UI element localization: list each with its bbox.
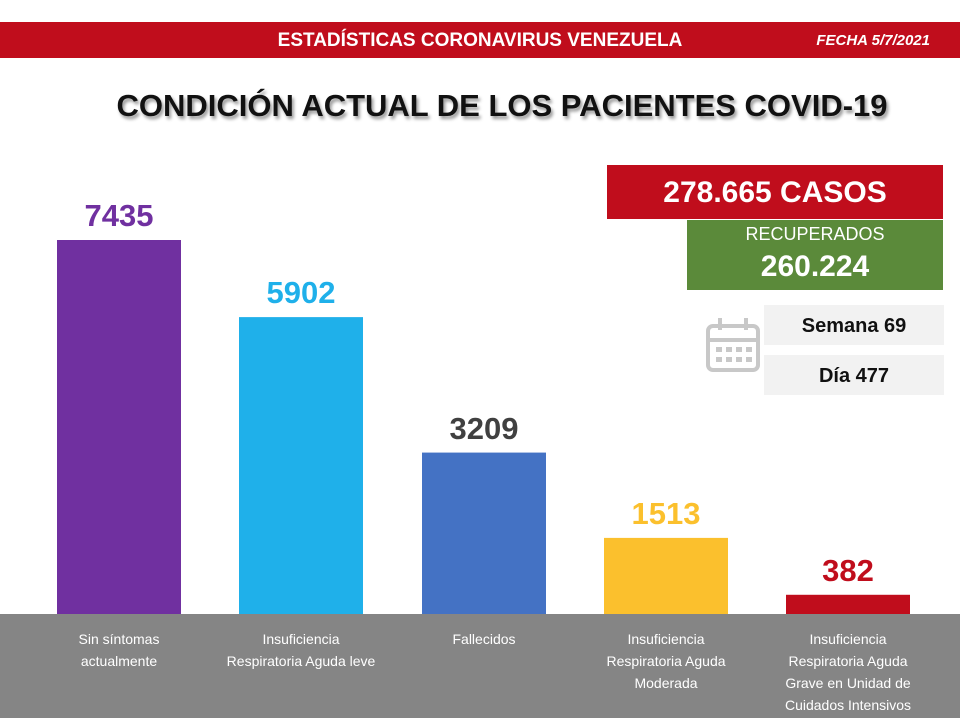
recovered-box <box>687 220 943 290</box>
cases-box: 278.665 CASOS <box>607 165 943 219</box>
x-tick-label: Sin síntomas actualmente <box>78 631 160 669</box>
value-label: 1513 <box>631 495 701 531</box>
x-tick-label: Fallecidos <box>452 631 516 647</box>
header-bar <box>0 22 960 58</box>
chart-title: CONDICIÓN ACTUAL DE LOS PACIENTES COVID-… <box>116 88 888 123</box>
bar <box>239 317 363 614</box>
header-date: FECHA 5/7/2021 <box>816 32 930 49</box>
value-label: 5902 <box>266 275 336 311</box>
x-tick-label: Insuficiencia Respiratoria Aguda Moderad… <box>606 631 726 691</box>
bar <box>57 240 181 614</box>
bar <box>604 537 728 614</box>
x-tick-label: Insuficiencia Respiratoria Aguda Grave e… <box>784 631 912 713</box>
recovered-label: RECUPERADOS <box>745 224 885 244</box>
value-label: 382 <box>822 552 874 588</box>
header-title: ESTADÍSTICAS CORONAVIRUS VENEZUELA <box>277 30 683 51</box>
week-box: Semana 69 <box>764 305 944 345</box>
value-label: 3209 <box>449 410 519 446</box>
bar <box>422 452 546 614</box>
calendar-icon <box>706 318 760 372</box>
bar <box>786 594 910 614</box>
value-label: 7435 <box>84 198 154 233</box>
x-tick-label: Insuficiencia Respiratoria Aguda leve <box>226 631 376 669</box>
category-band <box>0 614 960 718</box>
recovered-value: 260.224 <box>760 250 870 283</box>
day-box: Día 477 <box>764 355 944 395</box>
